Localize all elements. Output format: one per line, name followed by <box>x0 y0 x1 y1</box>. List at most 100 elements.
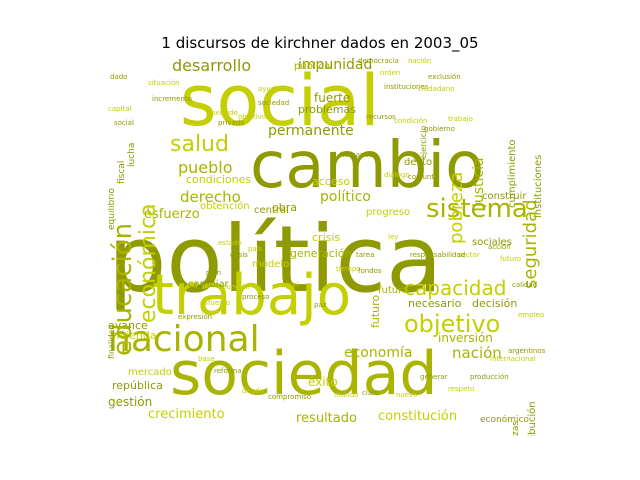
cloud-word-small: capital <box>108 105 132 113</box>
cloud-word: resultado <box>296 411 357 426</box>
cloud-word-small: objetivos <box>238 113 270 121</box>
cloud-word-small: democracia <box>358 57 399 65</box>
cloud-word: éxito <box>308 375 338 389</box>
cloud-word: pública <box>294 61 331 72</box>
cloud-word: instituciones <box>533 154 544 218</box>
cloud-word: cambiar <box>188 279 229 290</box>
cloud-word: progreso <box>366 207 411 218</box>
cloud-word: república <box>112 379 163 392</box>
cloud-word: avance <box>108 319 148 332</box>
cloud-word-small: calidad <box>512 281 538 289</box>
cloud-word-small: acción <box>488 243 511 251</box>
cloud-word-small: exclusión <box>428 73 461 81</box>
cloud-word-small: fondos <box>358 267 382 275</box>
cloud-word: cumplimiento <box>507 139 518 208</box>
cloud-word: economía <box>344 345 413 361</box>
cloud-word: desarrollo <box>172 56 252 75</box>
cloud-word: modelo <box>252 259 290 270</box>
cloud-word-small: expresión <box>178 313 213 321</box>
cloud-word: crecimiento <box>148 407 225 422</box>
cloud-word: acceso <box>312 175 351 188</box>
cloud-word: pueblo <box>178 158 233 177</box>
cloud-word-small: paz <box>314 301 327 309</box>
cloud-word: fuerzas <box>511 421 521 436</box>
cloud-word: sistema <box>426 194 528 224</box>
cloud-word: inversión <box>438 331 493 345</box>
cloud-word: impunidad <box>298 57 373 73</box>
cloud-word: pobreza <box>446 171 467 244</box>
cloud-word-small: social <box>114 119 134 127</box>
cloud-word-small: sentido <box>212 109 238 117</box>
cloud-word-small: sociedad <box>258 99 290 107</box>
cloud-word-small: mundo <box>334 391 359 399</box>
cloud-word: político <box>320 189 371 205</box>
cloud-word-small: nivel <box>282 281 299 289</box>
cloud-word-small: base <box>198 355 215 363</box>
cloud-word-small: ayuda <box>258 85 280 93</box>
cloud-word: sociedad <box>170 339 438 409</box>
cloud-word: mercado <box>128 367 172 378</box>
cloud-word: derecho <box>180 188 241 206</box>
cloud-word: fuerte <box>314 91 351 105</box>
cloud-word: construir <box>482 191 527 202</box>
cloud-word-small: dado <box>110 73 128 81</box>
cloud-word-small: gobierno <box>424 125 455 133</box>
cloud-word-small: crisis <box>230 251 248 259</box>
cloud-word-small: proceso <box>242 293 270 301</box>
cloud-word: futuro <box>378 285 409 296</box>
cloud-word: esfuerzo <box>144 207 200 222</box>
cloud-word: capacidad <box>404 276 507 300</box>
cloud-word: nacional <box>108 319 260 360</box>
cloud-word-small: ley <box>388 233 399 241</box>
cloud-word-small: compromiso <box>268 393 312 401</box>
cloud-word-small: plan <box>206 269 222 277</box>
cloud-word: vivienda <box>110 329 157 342</box>
cloud-word: central <box>254 205 289 216</box>
cloud-word-small: generar <box>420 373 448 381</box>
cloud-word: obra <box>272 201 297 214</box>
cloud-word: lucha <box>127 142 137 167</box>
cloud-word-small: futuro <box>500 255 522 263</box>
cloud-word-small: tarea <box>356 251 375 259</box>
cloud-word-small: producción <box>470 373 509 381</box>
cloud-word: delito <box>404 157 433 168</box>
cloud-word-small: trabajo <box>448 115 473 123</box>
cloud-word-small: internacional <box>490 355 536 363</box>
cloud-word-small: esfuerzo <box>200 299 230 307</box>
cloud-word: económico <box>480 415 529 425</box>
cloud-word-small: incremento <box>152 95 192 103</box>
cloud-word-small: empleo <box>518 311 545 319</box>
cloud-word: sociales <box>472 237 512 248</box>
cloud-word: necesario <box>408 297 462 310</box>
cloud-word: constitución <box>378 409 458 424</box>
cloud-word-small: diálogo <box>384 171 410 179</box>
page-title: 1 discursos de kirchner dados en 2003_05 <box>161 34 479 52</box>
cloud-word: crisis <box>312 231 341 244</box>
cloud-word-small: situación <box>148 79 180 87</box>
cloud-word-small: reforma <box>214 367 242 375</box>
cloud-word: social <box>180 60 380 142</box>
cloud-word: trabajo <box>152 263 351 328</box>
cloud-word-small: instituciones <box>384 83 429 91</box>
cloud-word: justicia <box>471 157 487 208</box>
cloud-word-small: argentinos <box>508 347 546 355</box>
cloud-word-small: respeto <box>448 385 475 393</box>
cloud-word: nación <box>452 344 502 362</box>
cloud-word: finalidad <box>108 324 116 360</box>
cloud-word: problemas <box>298 103 356 116</box>
cloud-word: permanente <box>268 123 354 139</box>
cloud-word: futuro <box>369 294 382 328</box>
cloud-word-small: función <box>224 283 250 291</box>
cloud-word: salud <box>170 132 229 157</box>
cloud-word: decisión <box>472 297 518 310</box>
cloud-word: objetivo <box>404 310 501 338</box>
cloud-word: distribución <box>527 401 538 436</box>
cloud-word-small: condición <box>394 117 428 125</box>
cloud-word-small: nación <box>408 57 432 65</box>
cloud-word: cambio <box>250 129 485 203</box>
cloud-word-small: claro <box>362 389 380 397</box>
cloud-word-small: humanos <box>340 151 373 159</box>
word-cloud: política social cambio trabajo sociedad nacio… <box>108 56 552 437</box>
cloud-word-small: sector <box>458 251 480 259</box>
cloud-word: política <box>108 206 443 313</box>
